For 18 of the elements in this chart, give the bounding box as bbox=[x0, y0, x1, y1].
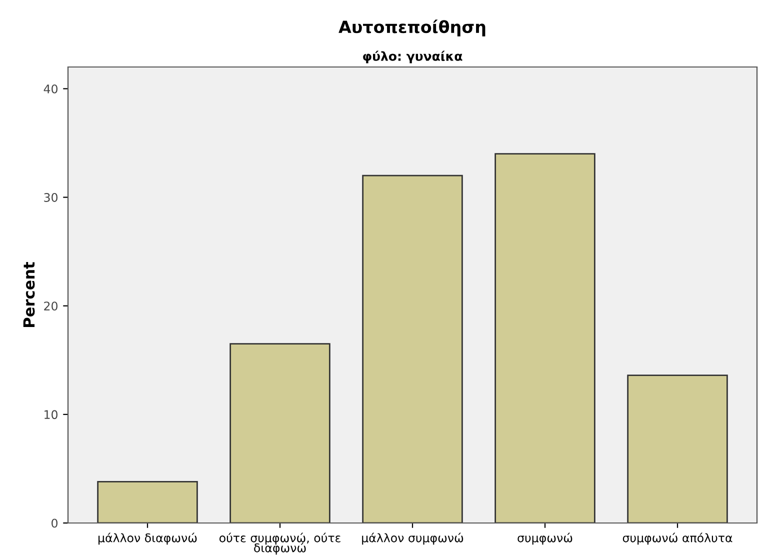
bar bbox=[627, 374, 728, 523]
bar bbox=[97, 481, 198, 523]
bar bbox=[494, 153, 596, 523]
x-tick-label: ούτε συμφωνώ, ούτε διαφωνώ bbox=[219, 532, 340, 555]
x-tick-label: μάλλον διαφωνώ bbox=[98, 532, 197, 545]
y-axis-title: Percent bbox=[23, 262, 35, 327]
y-tick-label: 0 bbox=[52, 518, 58, 528]
y-tick-label: 40 bbox=[44, 84, 58, 94]
x-tick-label: συμφωνώ bbox=[518, 532, 572, 545]
bar bbox=[362, 174, 463, 523]
y-tick-label: 20 bbox=[44, 302, 58, 311]
bar bbox=[230, 343, 330, 523]
chart-title: Αυτοπεποίθηση bbox=[338, 20, 486, 36]
x-tick-label: συμφωνώ απόλυτα bbox=[622, 532, 732, 545]
y-tick-label: 10 bbox=[44, 410, 58, 420]
chart-subtitle: φύλο: γυναίκα bbox=[363, 50, 462, 64]
x-tick-label: μάλλον συμφωνώ bbox=[362, 532, 464, 545]
y-tick-label: 30 bbox=[44, 193, 58, 202]
